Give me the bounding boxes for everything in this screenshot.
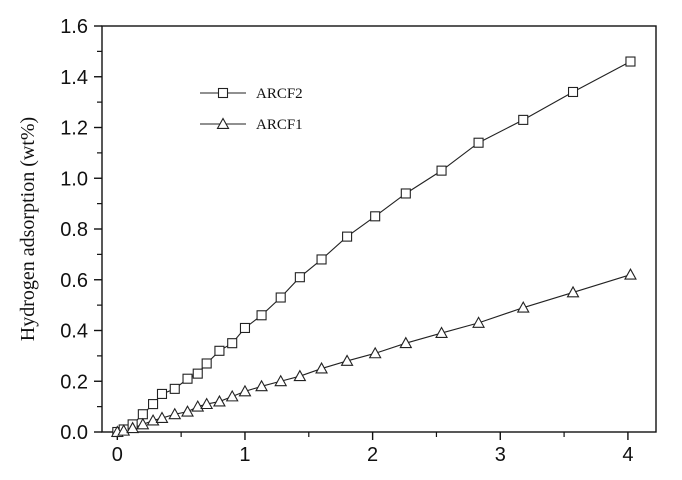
legend-item-arcf2: ARCF2 bbox=[200, 86, 303, 102]
data-point-arcf1 bbox=[238, 384, 252, 397]
data-point-arcf2 bbox=[436, 165, 447, 176]
x-tick-label: 1 bbox=[239, 444, 250, 466]
legend-marker-triangle bbox=[216, 117, 230, 129]
data-point-arcf1 bbox=[181, 405, 194, 417]
data-point-arcf2 bbox=[275, 292, 286, 303]
data-point-arcf2 bbox=[342, 231, 353, 242]
legend: ARCF2 ARCF1 bbox=[200, 86, 303, 133]
data-point-arcf2 bbox=[182, 373, 193, 384]
data-point-arcf1 bbox=[200, 397, 214, 410]
data-point-arcf2 bbox=[192, 368, 203, 379]
y-tick-label: 0.0 bbox=[60, 422, 88, 444]
data-point-arcf1 bbox=[315, 361, 328, 374]
data-point-arcf1 bbox=[225, 389, 239, 402]
data-point-arcf1 bbox=[566, 285, 580, 298]
data-point-arcf2 bbox=[400, 188, 411, 199]
y-tick-label: 0.6 bbox=[60, 270, 88, 292]
data-point-arcf2 bbox=[370, 211, 381, 222]
y-tick-label: 0.2 bbox=[60, 371, 88, 393]
data-point-arcf2 bbox=[567, 86, 579, 98]
data-point-arcf1 bbox=[516, 301, 530, 313]
plot-frame bbox=[101, 25, 657, 433]
data-point-arcf2 bbox=[169, 383, 180, 394]
data-point-arcf2 bbox=[227, 338, 238, 349]
data-point-arcf2 bbox=[156, 388, 168, 399]
legend-label: ARCF1 bbox=[256, 117, 303, 133]
data-point-arcf1 bbox=[368, 346, 382, 359]
data-point-arcf1 bbox=[213, 394, 226, 407]
data-point-arcf1 bbox=[126, 421, 140, 434]
data-point-arcf2 bbox=[518, 114, 529, 125]
data-point-arcf1 bbox=[472, 316, 486, 328]
data-point-arcf2 bbox=[294, 272, 305, 283]
x-tick-label: 4 bbox=[622, 444, 633, 466]
data-point-arcf1 bbox=[146, 413, 160, 426]
y-tick-label: 1.0 bbox=[60, 168, 88, 190]
x-axis-ticks: 0 1 2 3 4 bbox=[112, 432, 633, 466]
data-point-arcf1 bbox=[399, 336, 413, 349]
data-point-arcf2 bbox=[256, 310, 267, 321]
data-point-arcf2 bbox=[239, 322, 251, 334]
data-point-arcf1 bbox=[435, 326, 448, 338]
legend-item-arcf1: ARCF1 bbox=[200, 117, 303, 133]
data-point-arcf1 bbox=[624, 268, 637, 280]
y-tick-label: 1.4 bbox=[60, 67, 88, 89]
x-tick-label: 2 bbox=[367, 444, 378, 466]
legend-marker-square bbox=[217, 87, 229, 99]
y-axis-ticks: 0.0 0.2 0.4 0.6 0.8 1.0 1.2 1.4 1.6 bbox=[60, 16, 102, 444]
data-point-arcf1 bbox=[255, 379, 268, 392]
y-tick-label: 1.6 bbox=[60, 16, 88, 38]
data-point-arcf1 bbox=[293, 369, 307, 382]
data-point-arcf1 bbox=[168, 407, 182, 420]
data-point-arcf1 bbox=[136, 417, 150, 430]
x-tick-label: 3 bbox=[495, 444, 506, 466]
data-point-arcf1 bbox=[340, 354, 354, 366]
data-point-arcf2 bbox=[625, 56, 636, 67]
y-tick-label: 1.2 bbox=[60, 118, 88, 140]
data-point-arcf2 bbox=[148, 399, 159, 410]
data-point-arcf2 bbox=[137, 409, 148, 420]
data-point-arcf1 bbox=[274, 374, 288, 387]
y-tick-label: 0.8 bbox=[60, 219, 88, 241]
data-point-arcf2 bbox=[214, 345, 225, 356]
y-tick-label: 0.4 bbox=[60, 321, 88, 343]
data-point-arcf1 bbox=[191, 399, 205, 412]
data-point-arcf2 bbox=[473, 137, 484, 148]
x-tick-label: 0 bbox=[112, 444, 123, 466]
data-point-arcf1 bbox=[117, 424, 131, 436]
data-point-arcf2 bbox=[316, 254, 327, 265]
data-point-arcf2 bbox=[201, 358, 212, 369]
legend-label: ARCF2 bbox=[256, 86, 303, 102]
series-markers bbox=[110, 56, 637, 438]
data-point-arcf1 bbox=[155, 411, 169, 423]
y-axis-title: Hydrogen adsorption (wt%) bbox=[17, 117, 39, 341]
